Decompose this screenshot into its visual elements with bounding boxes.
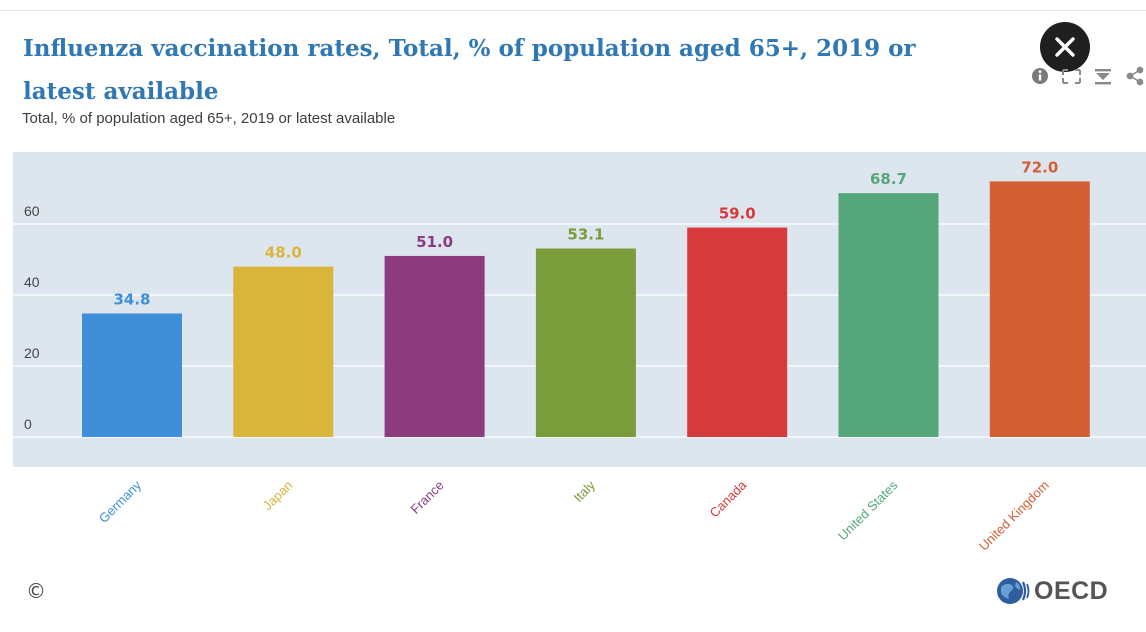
- close-icon: [1055, 37, 1075, 57]
- x-tick-label: Italy: [571, 477, 599, 505]
- x-tick-label: Japan: [260, 478, 296, 514]
- bar[interactable]: [687, 227, 788, 437]
- y-tick-label: 0: [24, 416, 32, 432]
- chart-toolbar: [1030, 66, 1146, 86]
- close-button[interactable]: [1040, 22, 1090, 72]
- bar[interactable]: [535, 248, 636, 437]
- bar[interactable]: [989, 181, 1090, 437]
- bottom-bar: [0, 607, 1146, 632]
- share-icon[interactable]: [1126, 66, 1144, 86]
- oecd-globe-icon: [997, 578, 1030, 604]
- bar[interactable]: [233, 266, 334, 437]
- bar[interactable]: [838, 193, 939, 437]
- y-tick-label: 60: [24, 203, 40, 219]
- download-icon[interactable]: [1095, 69, 1111, 85]
- x-tick-label: United Kingdom: [976, 478, 1052, 554]
- x-tick-label: France: [407, 478, 446, 517]
- data-label: 68.7: [870, 170, 907, 188]
- info-icon[interactable]: [1032, 68, 1048, 84]
- data-label: 59.0: [719, 205, 756, 223]
- oecd-logo[interactable]: OECD: [996, 576, 1108, 606]
- data-label: 51.0: [416, 233, 453, 251]
- x-tick-label: United States: [835, 477, 901, 543]
- y-tick-label: 40: [24, 274, 40, 290]
- x-tick-label: Canada: [707, 477, 750, 520]
- oecd-logo-text: OECD: [1034, 576, 1109, 605]
- copyright-icon[interactable]: ©: [26, 579, 46, 603]
- y-tick-label: 20: [24, 345, 40, 361]
- data-label: 72.0: [1021, 158, 1058, 176]
- bar[interactable]: [384, 255, 485, 437]
- x-tick-label: Germany: [96, 477, 145, 526]
- chart-title: Influenza vaccination rates, Total, % of…: [23, 35, 916, 105]
- bar[interactable]: [82, 313, 182, 437]
- expand-icon[interactable]: [1062, 69, 1081, 84]
- data-label: 34.8: [113, 290, 150, 308]
- data-label: 53.1: [567, 225, 604, 243]
- data-label: 48.0: [265, 244, 302, 262]
- chart-subtitle: Total, % of population aged 65+, 2019 or…: [22, 110, 396, 127]
